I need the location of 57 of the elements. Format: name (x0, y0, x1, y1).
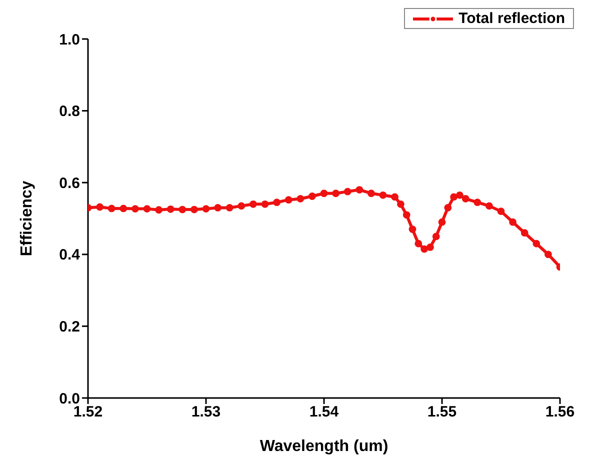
point (332, 190, 340, 198)
legend-label: Total reflection (458, 10, 565, 27)
point (261, 200, 269, 208)
point (420, 245, 428, 253)
point (120, 204, 128, 212)
point (178, 206, 186, 214)
point (456, 191, 464, 199)
point (532, 240, 540, 248)
y-tick-label: 1.0 (59, 31, 80, 48)
point (438, 218, 446, 226)
point (368, 190, 375, 198)
point (379, 191, 387, 199)
x-tick-label: 1.56 (545, 404, 575, 421)
x-tick-label: 1.53 (191, 404, 221, 421)
point (408, 226, 416, 233)
point (462, 195, 470, 202)
y-tick-label: 0.8 (59, 103, 80, 120)
y-tick-label: 0.6 (59, 174, 80, 192)
point (296, 195, 304, 202)
y-tick-label: 0.2 (59, 318, 80, 336)
point (143, 205, 151, 213)
point (497, 208, 505, 216)
y-tick-label: 0.4 (59, 246, 81, 264)
point (402, 211, 410, 219)
point (397, 200, 404, 208)
point (132, 205, 139, 213)
point (544, 250, 552, 258)
point (444, 204, 452, 212)
x-axis-title: Wavelength (um) (260, 438, 388, 455)
point (414, 240, 422, 248)
point (509, 218, 516, 226)
point (520, 229, 528, 237)
point (284, 196, 292, 204)
point (356, 186, 364, 194)
point (320, 190, 328, 198)
point (344, 188, 352, 196)
point (214, 204, 222, 212)
point (226, 204, 234, 212)
y-axis-title: Efficiency (18, 180, 36, 256)
point (190, 206, 198, 214)
point (450, 193, 458, 201)
point (426, 244, 434, 251)
point (202, 205, 210, 213)
point (238, 202, 246, 210)
point (391, 193, 398, 201)
point (432, 232, 440, 240)
point (166, 205, 174, 213)
point (273, 198, 280, 206)
point (108, 204, 116, 212)
point (155, 206, 162, 214)
point (308, 192, 316, 200)
point (250, 200, 257, 208)
x-tick-label: 1.54 (309, 404, 340, 421)
x-tick-label: 1.55 (427, 404, 457, 421)
point (96, 203, 104, 211)
point (486, 202, 493, 210)
point (474, 198, 482, 206)
